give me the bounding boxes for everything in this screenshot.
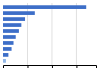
chart <box>0 0 100 71</box>
x-axis <box>4 65 97 68</box>
bar <box>3 41 14 45</box>
bars <box>3 5 86 62</box>
bar <box>3 5 86 9</box>
tick <box>52 65 53 68</box>
axis-line <box>4 66 97 69</box>
tick-mark <box>76 65 77 68</box>
bar <box>3 29 19 33</box>
tick <box>76 65 77 68</box>
bar <box>3 17 25 21</box>
bar <box>3 59 6 63</box>
tick-mark <box>52 65 53 68</box>
tick-mark <box>27 65 28 68</box>
bar <box>3 23 21 27</box>
tick <box>27 65 28 68</box>
bar <box>3 35 16 39</box>
plot <box>3 3 97 68</box>
grid-line <box>76 3 77 65</box>
bar <box>3 11 35 15</box>
bar <box>3 47 12 51</box>
bar <box>3 53 8 57</box>
grid-line <box>51 3 52 65</box>
